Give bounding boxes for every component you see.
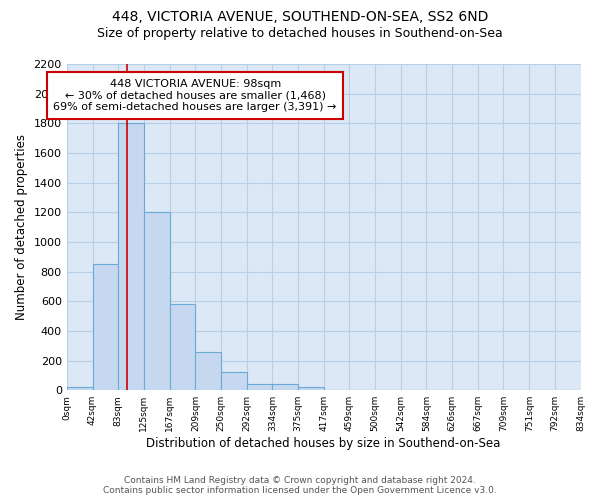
Bar xyxy=(196,352,221,390)
Text: Contains HM Land Registry data © Crown copyright and database right 2024.
Contai: Contains HM Land Registry data © Crown c… xyxy=(103,476,497,495)
Y-axis label: Number of detached properties: Number of detached properties xyxy=(15,134,28,320)
Text: 448 VICTORIA AVENUE: 98sqm
← 30% of detached houses are smaller (1,468)
69% of s: 448 VICTORIA AVENUE: 98sqm ← 30% of deta… xyxy=(53,79,337,112)
Bar xyxy=(298,386,323,390)
Bar xyxy=(92,264,118,390)
Bar xyxy=(143,212,170,390)
Bar xyxy=(170,304,196,390)
Text: 448, VICTORIA AVENUE, SOUTHEND-ON-SEA, SS2 6ND: 448, VICTORIA AVENUE, SOUTHEND-ON-SEA, S… xyxy=(112,10,488,24)
X-axis label: Distribution of detached houses by size in Southend-on-Sea: Distribution of detached houses by size … xyxy=(146,437,501,450)
Bar xyxy=(272,384,298,390)
Text: Size of property relative to detached houses in Southend-on-Sea: Size of property relative to detached ho… xyxy=(97,28,503,40)
Bar xyxy=(221,372,247,390)
Bar xyxy=(67,386,92,390)
Bar xyxy=(247,384,272,390)
Bar xyxy=(118,124,143,390)
